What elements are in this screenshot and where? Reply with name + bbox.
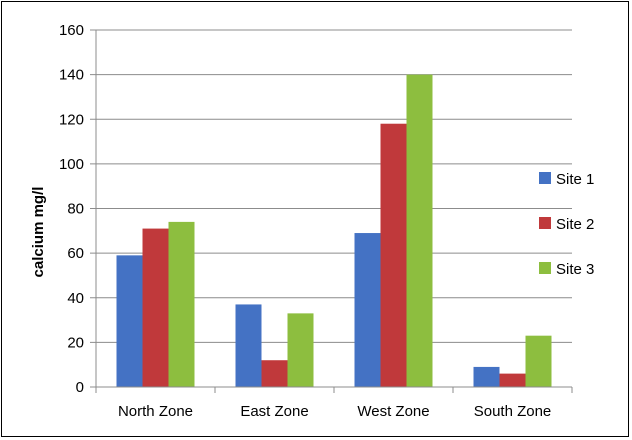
bar-site-1-west-zone — [354, 233, 381, 387]
y-tick-label: 0 — [76, 379, 84, 396]
y-tick-label: 80 — [67, 201, 84, 218]
bar-site-2-west-zone — [380, 123, 407, 388]
legend-label: Site 1 — [556, 171, 594, 188]
y-axis-title: calcium mg/l — [30, 187, 47, 278]
y-tick-label: 60 — [67, 245, 84, 262]
bar-site-3-south-zone — [525, 335, 552, 387]
x-tick-label: West Zone — [357, 403, 429, 420]
bar-site-1-north-zone — [116, 255, 143, 387]
legend-label: Site 2 — [556, 216, 594, 233]
legend-label: Site 3 — [556, 261, 594, 278]
bar-site-1-south-zone — [473, 366, 500, 387]
bar-site-3-west-zone — [406, 74, 433, 387]
y-tick-label: 20 — [67, 334, 84, 351]
y-tick-label: 160 — [59, 22, 84, 39]
y-tick-labels: 0 20 40 60 80 100 120 140 160 — [59, 22, 84, 396]
bar-site-3-north-zone — [168, 221, 195, 387]
legend-swatch-site-3 — [539, 262, 551, 274]
x-tick-labels: North Zone East Zone West Zone South Zone — [118, 403, 551, 420]
x-tick-label: East Zone — [240, 403, 308, 420]
bar-site-2-north-zone — [142, 228, 169, 387]
y-tick-label: 120 — [59, 111, 84, 128]
legend-swatch-site-1 — [539, 172, 551, 184]
legend-swatch-site-2 — [539, 217, 551, 229]
y-tick-label: 140 — [59, 67, 84, 84]
x-tick-label: North Zone — [118, 403, 193, 420]
bars — [116, 74, 552, 388]
x-tick-label: South Zone — [474, 403, 552, 420]
y-tick-label: 40 — [67, 290, 84, 307]
legend: Site 1 Site 2 Site 3 — [539, 171, 594, 278]
axes — [95, 30, 573, 393]
bar-site-2-east-zone — [261, 360, 288, 387]
bar-site-3-east-zone — [287, 313, 314, 387]
bar-site-2-south-zone — [499, 373, 526, 387]
y-tick-label: 100 — [59, 156, 84, 173]
bar-site-1-east-zone — [235, 304, 262, 387]
